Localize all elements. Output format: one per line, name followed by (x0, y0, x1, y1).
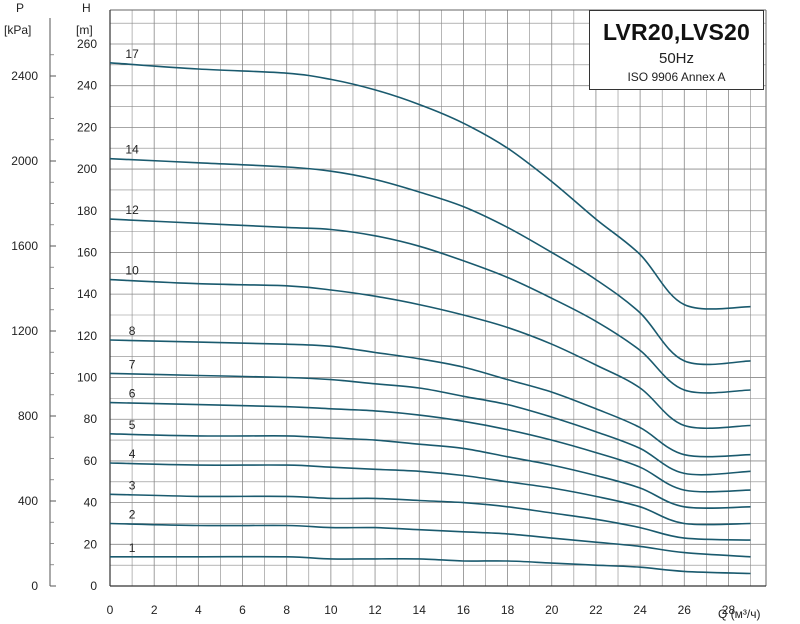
x-tick-label: 8 (283, 603, 290, 617)
x-tick-label: 18 (501, 603, 515, 617)
p-tick-label: 0 (31, 579, 38, 593)
h-axis-title: H (82, 1, 91, 15)
chart-standard: ISO 9906 Annex A (627, 70, 726, 84)
h-tick-label: 100 (77, 371, 97, 385)
h-tick-label: 200 (77, 162, 97, 176)
h-tick-label: 20 (84, 537, 98, 551)
curve-17 (109, 62, 751, 310)
curve-labels: 17 14 12 10 8 7 6 5 4 3 2 1 (125, 47, 139, 555)
tick-labels: 0 2 4 6 8 10 12 14 16 18 20 22 24 26 28020406080100120… (11, 37, 735, 617)
curve-label-5: 5 (129, 418, 136, 432)
axis-titles: P [kPa] H [m] Q (м³/ч) (4, 1, 761, 621)
chart-frequency: 50Hz (658, 50, 695, 67)
h-tick-label: 120 (77, 329, 97, 343)
curve-label-1: 1 (129, 541, 136, 555)
chart-legend-box: LVR20,LVS20 50Hz ISO 9906 Annex A (589, 10, 764, 90)
p-axis-unit: [kPa] (4, 23, 31, 37)
h-tick-label: 180 (77, 204, 97, 218)
curve-4 (109, 462, 751, 526)
curve-label-7: 7 (129, 357, 136, 371)
x-tick-label: 26 (678, 603, 692, 617)
chart-title: LVR20,LVS20 (602, 19, 751, 45)
curve-label-17: 17 (125, 47, 139, 61)
x-axis-title: Q (м³/ч) (718, 607, 761, 621)
curve-label-8: 8 (129, 324, 136, 338)
h-tick-label: 40 (84, 496, 98, 510)
curve-3 (109, 493, 751, 541)
curve-12 (109, 218, 751, 394)
curve-1 (110, 555, 751, 575)
x-tick-label: 2 (151, 603, 158, 617)
x-tick-label: 12 (368, 603, 382, 617)
p-tick-label: 800 (18, 409, 38, 423)
h-tick-label: 60 (84, 454, 98, 468)
h-axis-unit: [m] (76, 23, 93, 37)
p-tick-label: 1600 (11, 239, 38, 253)
curves (109, 62, 751, 575)
curve-5 (109, 433, 751, 509)
h-tick-label: 80 (84, 412, 98, 426)
h-tick-label: 160 (77, 245, 97, 259)
curve-label-10: 10 (125, 264, 139, 278)
h-tick-label: 220 (77, 120, 97, 134)
x-tick-label: 6 (239, 603, 246, 617)
curve-14 (109, 157, 751, 366)
curve-8 (109, 339, 751, 458)
curve-label-2: 2 (129, 507, 136, 521)
p-tick-label: 2400 (11, 69, 38, 83)
h-tick-label: 0 (90, 579, 97, 593)
curve-6 (109, 401, 751, 493)
curve-10 (109, 278, 751, 430)
curve-2 (109, 522, 751, 558)
x-tick-label: 16 (457, 603, 471, 617)
x-tick-label: 0 (107, 603, 114, 617)
x-tick-label: 24 (633, 603, 647, 617)
p-axis-title: P (16, 1, 24, 15)
curve-label-6: 6 (129, 387, 136, 401)
x-tick-label: 20 (545, 603, 559, 617)
x-tick-label: 10 (324, 603, 338, 617)
x-tick-label: 14 (413, 603, 427, 617)
x-tick-label: 22 (589, 603, 603, 617)
x-tick-label: 28 (722, 603, 736, 617)
p-tick-label: 1200 (11, 324, 38, 338)
x-tick-label: 4 (195, 603, 202, 617)
curve-label-3: 3 (129, 478, 136, 492)
p-tick-label: 400 (18, 494, 38, 508)
curve-label-14: 14 (125, 143, 139, 157)
curve-label-12: 12 (125, 203, 139, 217)
curve-7 (109, 372, 751, 476)
p-tick-label: 2000 (11, 154, 38, 168)
h-tick-label: 140 (77, 287, 97, 301)
h-tick-label: 240 (77, 79, 97, 93)
curve-label-4: 4 (129, 447, 136, 461)
h-tick-label: 260 (77, 37, 97, 51)
